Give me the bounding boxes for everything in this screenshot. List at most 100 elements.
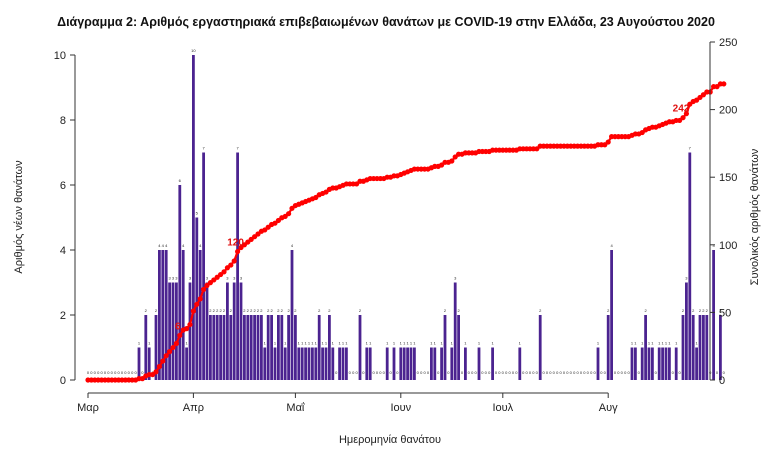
bar-value-label: 0 [553,370,556,375]
bar-value-label: 1 [597,341,600,346]
bar [409,347,413,380]
bar-value-label: 0 [532,370,535,375]
bar-value-label: 3 [454,276,457,281]
bar-value-label: 0 [376,370,379,375]
bar-value-label: 0 [128,370,131,375]
cumulative-line-series [85,81,727,383]
bar-value-label: 2 [243,308,246,313]
bar [164,250,168,380]
cumulative-point [605,139,611,145]
bar [239,282,243,380]
cumulative-point [201,286,207,293]
bar [209,315,212,380]
bar-value-label: 1 [325,341,328,346]
bar-value-label: 3 [240,276,243,281]
cumulative-point [449,158,455,164]
bar [243,315,246,380]
bar-value-label: 1 [185,341,188,346]
bar [304,347,307,380]
bar [668,347,671,380]
chart-title: Διάγραμμα 2: Αριθμός εργαστηριακά επιβεβ… [57,15,715,29]
bar-value-label: 4 [162,243,165,248]
bar [385,347,389,380]
bar-value-label: 0 [97,370,100,375]
bar [185,347,188,380]
bar-value-label: 0 [573,370,576,375]
bar [294,315,297,380]
cumulative-point [184,326,190,332]
bar-value-label: 0 [87,370,90,375]
left-tick-label: 4 [60,245,66,257]
bar [392,347,396,380]
bar-value-label: 3 [168,276,171,281]
bar [314,347,318,380]
cumulative-point [177,332,183,338]
cumulative-point [231,258,237,264]
bar-value-label: 1 [342,341,345,346]
bar-value-label: 0 [104,370,107,375]
bar-value-label: 0 [362,370,365,375]
cumulative-point [197,296,203,302]
bar-value-label: 0 [447,370,450,375]
bar-value-label: 0 [709,370,712,375]
bar-value-label: 0 [349,370,352,375]
bar [477,347,481,380]
bar-value-label: 1 [338,341,341,346]
bar-value-label: 0 [131,370,134,375]
cumulative-point [156,363,162,370]
bar [453,282,457,380]
bar-value-label: 2 [719,308,722,313]
cumulative-callout: 6 [175,321,181,332]
bar [341,347,345,380]
x-axis: Μαρ Απρ Μαΐ Ιουν Ιουλ Αυγ [77,392,618,414]
bar [144,315,148,380]
bar-value-label: 4 [199,243,202,248]
y-axis-label-right: Συνολικός αριθμός θανάτων [749,148,761,285]
bar [147,347,151,380]
bar-value-label: 2 [257,308,260,313]
bar-value-label: 3 [189,276,192,281]
bar [219,315,222,380]
bar [154,315,158,380]
bar-value-label: 0 [495,370,498,375]
bar-value-label: 1 [311,341,314,346]
bar-value-label: 3 [226,276,229,281]
bar-value-label: 0 [600,370,603,375]
bar-value-label: 0 [389,370,392,375]
bar [657,347,661,380]
bar-value-label: 6 [179,178,182,183]
bar [202,152,205,380]
bar-value-label: 1 [675,341,678,346]
bar [171,282,175,380]
bar [338,347,341,380]
bar-value-label: 1 [308,341,311,346]
bar-value-label: 0 [94,370,97,375]
bar-value-label: 0 [522,370,525,375]
bar [664,347,668,380]
bar-value-label: 2 [692,308,695,313]
bar-value-labels: 0000000000000001021024443336413105473222… [87,48,726,375]
bar [290,250,294,380]
bar-value-label: 0 [512,370,515,375]
bar [158,250,161,380]
bar-value-label: 1 [400,341,403,346]
bar-value-label: 0 [542,370,545,375]
bar-value-label: 2 [216,308,219,313]
bar-value-label: 0 [485,370,488,375]
bar-value-label: 3 [175,276,178,281]
bar [232,282,236,380]
bar [712,250,715,380]
bar-value-label: 0 [614,370,617,375]
right-tick-label: 150 [719,172,737,184]
bar-value-label: 3 [172,276,175,281]
left-tick-label: 2 [60,310,66,322]
bar [297,347,301,380]
right-tick-label: 0 [719,375,725,387]
bar-value-label: 0 [481,370,484,375]
cumulative-point [163,353,169,359]
bar-value-label: 2 [267,308,270,313]
bar [192,55,195,380]
bar [457,315,460,380]
bar-value-label: 0 [529,370,532,375]
bar-value-label: 2 [644,308,647,313]
